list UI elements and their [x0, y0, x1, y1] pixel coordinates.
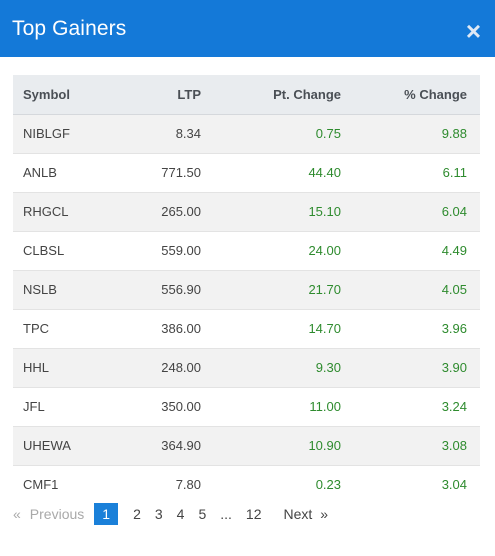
cell-symbol: ANLB	[13, 153, 129, 193]
cell-symbol: JFL	[13, 387, 129, 427]
modal-header: Top Gainers ×	[0, 0, 495, 57]
column-header-symbol[interactable]: Symbol	[13, 75, 129, 115]
cell-ltp: 265.00	[129, 192, 211, 232]
pagination: « Previous 1 2 3 4 5... 12 Next »	[13, 503, 328, 525]
page-number-2[interactable]: 2	[133, 506, 141, 522]
cell-pt-change: 0.75	[211, 114, 351, 154]
cell-pt-change: 9.30	[211, 348, 351, 388]
cell-pct-change: 4.49	[351, 231, 480, 271]
table-row[interactable]: TPC 386.00 14.70 3.96	[13, 309, 480, 349]
cell-pt-change: 10.90	[211, 426, 351, 466]
cell-pt-change: 15.10	[211, 192, 351, 232]
cell-symbol: NIBLGF	[13, 114, 129, 154]
gainers-table: Symbol LTP Pt. Change % Change NIBLGF 8.3…	[13, 75, 480, 504]
previous-page-link[interactable]: Previous	[29, 506, 85, 522]
cell-pt-change: 14.70	[211, 309, 351, 349]
cell-pt-change: 21.70	[211, 270, 351, 310]
cell-ltp: 559.00	[129, 231, 211, 271]
next-page-link[interactable]: Next	[283, 506, 313, 522]
cell-ltp: 8.34	[129, 114, 211, 154]
table-body: NIBLGF 8.34 0.75 9.88 ANLB 771.50 44.40 6.11 RHG…	[13, 114, 480, 504]
cell-pct-change: 9.88	[351, 114, 480, 154]
column-header-pct-change[interactable]: % Change	[351, 75, 480, 115]
page-number-4[interactable]: 4	[176, 506, 185, 522]
gainers-table-container: Symbol LTP Pt. Change % Change NIBLGF 8.3…	[13, 75, 480, 504]
page-number-5[interactable]: 5	[198, 506, 207, 522]
cell-ltp: 350.00	[129, 387, 211, 427]
cell-symbol: RHGCL	[13, 192, 129, 232]
cell-symbol: NSLB	[13, 270, 129, 310]
close-icon[interactable]: ×	[465, 15, 481, 46]
table-row[interactable]: NSLB 556.90 21.70 4.05	[13, 270, 480, 310]
column-header-ltp[interactable]: LTP	[129, 75, 211, 115]
cell-pt-change: 44.40	[211, 153, 351, 193]
table-header: Symbol LTP Pt. Change % Change	[13, 75, 480, 115]
cell-pt-change: 11.00	[211, 387, 351, 427]
page-number-12[interactable]: 12	[245, 506, 262, 522]
table-row[interactable]: UHEWA 364.90 10.90 3.08	[13, 426, 480, 466]
cell-symbol: TPC	[13, 309, 129, 349]
table-header-row: Symbol LTP Pt. Change % Change	[13, 75, 480, 115]
cell-symbol: CMF1	[23, 477, 59, 493]
page-ellipsis: ...	[220, 506, 232, 522]
cell-pct-change: 3.90	[351, 348, 480, 388]
cell-symbol: CLBSL	[13, 231, 129, 271]
cell-symbol: UHEWA	[13, 426, 129, 466]
table-row[interactable]: NIBLGF 8.34 0.75 9.88	[13, 114, 480, 154]
cell-ltp: 556.90	[129, 270, 211, 310]
cell-ltp: 386.00	[129, 309, 211, 349]
table-row[interactable]: RHGCL 265.00 15.10 6.04	[13, 192, 480, 232]
column-header-pt-change[interactable]: Pt. Change	[211, 75, 351, 115]
cell-pt-change: 24.00	[211, 231, 351, 271]
table-row[interactable]: ANLB 771.50 44.40 6.11	[13, 153, 480, 193]
modal-title: Top Gainers	[12, 16, 127, 40]
table-row[interactable]: JFL 350.00 11.00 3.24	[13, 387, 480, 427]
cell-ltp: 7.80	[175, 477, 201, 493]
cell-ltp: 248.00	[129, 348, 211, 388]
cell-pct-change: 3.08	[351, 426, 480, 466]
cell-pct-change: 3.96	[351, 309, 480, 349]
cell-pct-change: 3.24	[351, 387, 480, 427]
table-row[interactable]: HHL 248.00 9.30 3.90	[13, 348, 480, 388]
page-number-1[interactable]: 1	[94, 503, 119, 525]
cell-pct-change: 3.04	[441, 477, 467, 493]
cell-symbol: HHL	[13, 348, 129, 388]
page-number-3[interactable]: 3	[154, 506, 163, 522]
cell-pct-change: 6.04	[351, 192, 480, 232]
next-arrow: »	[320, 506, 329, 522]
cell-pct-change: 4.05	[351, 270, 480, 310]
cell-pt-change: 0.23	[315, 477, 341, 493]
cell-pct-change: 6.11	[351, 153, 480, 193]
cell-ltp: 364.90	[129, 426, 211, 466]
previous-arrow: «	[13, 506, 21, 522]
page-numbers: 1 2 3 4 5... 12	[94, 503, 268, 525]
table-row[interactable]: CMF1 7.80 0.23 3.04	[13, 465, 480, 504]
table-row[interactable]: CLBSL 559.00 24.00 4.49	[13, 231, 480, 271]
cell-ltp: 771.50	[129, 153, 211, 193]
